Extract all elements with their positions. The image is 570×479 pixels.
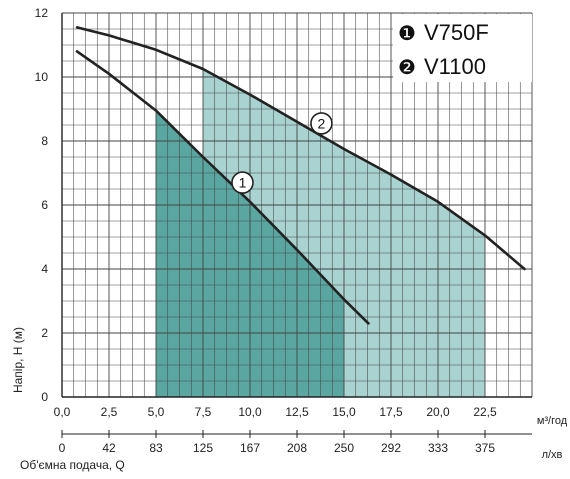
- curve-marker-1: 1: [231, 171, 254, 194]
- y-tick-label: 10: [35, 70, 49, 84]
- y-tick-label: 12: [35, 6, 49, 20]
- secondary-x-tick-label: 375: [475, 441, 495, 455]
- secondary-x-tick-label: 333: [428, 441, 448, 455]
- x-unit-bottom: л/хв: [542, 449, 563, 461]
- marker-circle: [310, 112, 333, 135]
- legend: ❶ V750F ❷ V1100: [393, 14, 532, 82]
- x-tick-label: 15,0: [332, 405, 356, 419]
- series-line-2: [75, 26, 526, 271]
- legend-label: V1100: [424, 54, 486, 79]
- legend-box: [393, 14, 532, 82]
- legend-badge: ❷: [398, 57, 416, 79]
- x-tick-label: 2,5: [101, 405, 118, 419]
- x-tick-label: 7,5: [195, 405, 212, 419]
- x-tick-label: 20,0: [426, 405, 450, 419]
- y-axis-label: Напір, Н (м): [11, 327, 25, 393]
- y-tick-label: 2: [41, 326, 48, 340]
- x-tick-label: 17,5: [379, 405, 403, 419]
- y-tick-label: 4: [41, 262, 48, 276]
- marker-circle: [231, 171, 254, 194]
- x-axis-label: Об'ємна подача, Q: [20, 458, 125, 472]
- secondary-x-tick-label: 83: [149, 441, 163, 455]
- x-tick-label: 5,0: [148, 405, 165, 419]
- y-tick-label: 0: [41, 390, 48, 404]
- tick-labels: 0246810120,002,5425,0837,512510,016712,5…: [35, 6, 568, 461]
- legend-label: V750F: [424, 20, 489, 45]
- legend-badge: ❶: [398, 23, 416, 45]
- series-line-1: [75, 50, 370, 325]
- secondary-x-tick-label: 125: [193, 441, 213, 455]
- x-unit-top: м³/год: [537, 415, 568, 427]
- secondary-x-tick-label: 0: [59, 441, 66, 455]
- y-tick-label: 8: [41, 134, 48, 148]
- secondary-x-tick-label: 42: [102, 441, 116, 455]
- secondary-x-tick-label: 167: [240, 441, 260, 455]
- y-tick-label: 6: [41, 198, 48, 212]
- secondary-x-tick-label: 250: [334, 441, 354, 455]
- secondary-x-tick-label: 292: [381, 441, 401, 455]
- x-tick-label: 22,5: [473, 405, 497, 419]
- curve-markers: 12: [231, 112, 333, 194]
- curves: [75, 26, 526, 325]
- x-tick-label: 10,0: [238, 405, 262, 419]
- marker-label: 1: [239, 175, 247, 191]
- x-tick-label: 12,5: [285, 405, 309, 419]
- curve-marker-2: 2: [310, 112, 333, 135]
- secondary-x-tick-label: 208: [287, 441, 307, 455]
- x-tick-label: 0,0: [54, 405, 71, 419]
- marker-label: 2: [318, 115, 326, 131]
